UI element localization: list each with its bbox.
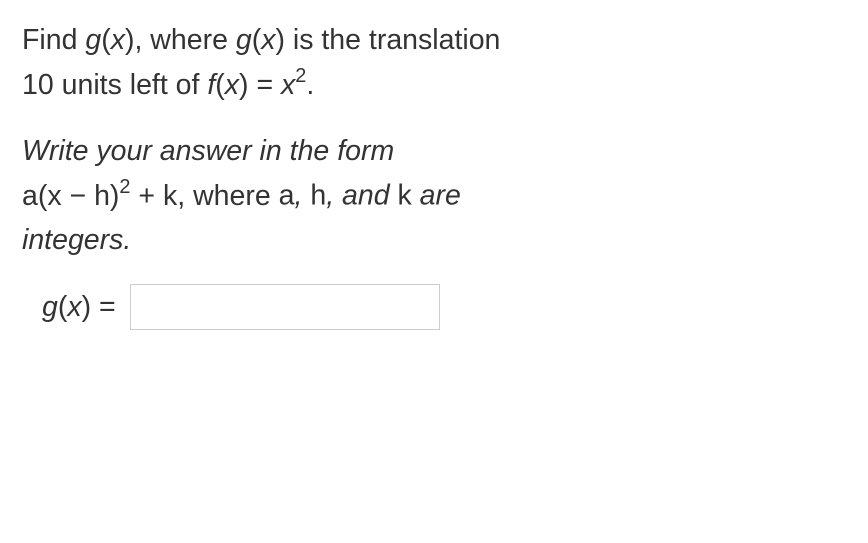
txt: are xyxy=(412,180,461,212)
problem-line2: 10 units left of f(x) = x2. xyxy=(22,69,314,101)
exponent: 2 xyxy=(119,176,130,198)
var-x: x xyxy=(225,69,239,101)
txt: , xyxy=(294,180,310,212)
answer-input[interactable] xyxy=(130,284,440,330)
txt: ( xyxy=(58,291,68,323)
txt: ( xyxy=(252,24,262,56)
instruction-line2: a(x − h)2 + k, where a, h, and k are xyxy=(22,180,461,212)
var-g: g xyxy=(42,291,58,323)
var-x: x xyxy=(67,291,81,323)
var-h: h xyxy=(310,180,326,212)
txt: Find xyxy=(22,24,85,56)
exponent: 2 xyxy=(295,65,306,87)
txt: ( xyxy=(101,24,111,56)
txt: , and xyxy=(326,180,397,212)
problem-statement: Find g(x), where g(x) is the translation… xyxy=(22,18,846,107)
answer-label: g(x) = xyxy=(42,285,116,329)
txt: a(x − h) xyxy=(22,180,119,212)
txt: 10 units left of xyxy=(22,69,207,101)
txt: ( xyxy=(215,69,225,101)
var-x: x xyxy=(281,69,295,101)
txt: + k, where xyxy=(131,180,279,212)
txt: . xyxy=(306,69,314,101)
var-g: g xyxy=(85,24,101,56)
txt: ), where xyxy=(125,24,236,56)
var-a: a xyxy=(279,180,295,212)
instruction-line3: integers. xyxy=(22,224,131,256)
txt: ) = xyxy=(82,291,116,323)
var-k: k xyxy=(398,180,412,212)
txt: ) = xyxy=(239,69,281,101)
var-g: g xyxy=(236,24,252,56)
instruction-line1: Write your answer in the form xyxy=(22,135,394,167)
txt: ) is the translation xyxy=(275,24,500,56)
var-x: x xyxy=(261,24,275,56)
problem-line1: Find g(x), where g(x) is the translation xyxy=(22,24,500,56)
var-x: x xyxy=(111,24,125,56)
answer-row: g(x) = xyxy=(22,284,846,330)
instruction-text: Write your answer in the form a(x − h)2 … xyxy=(22,129,846,262)
